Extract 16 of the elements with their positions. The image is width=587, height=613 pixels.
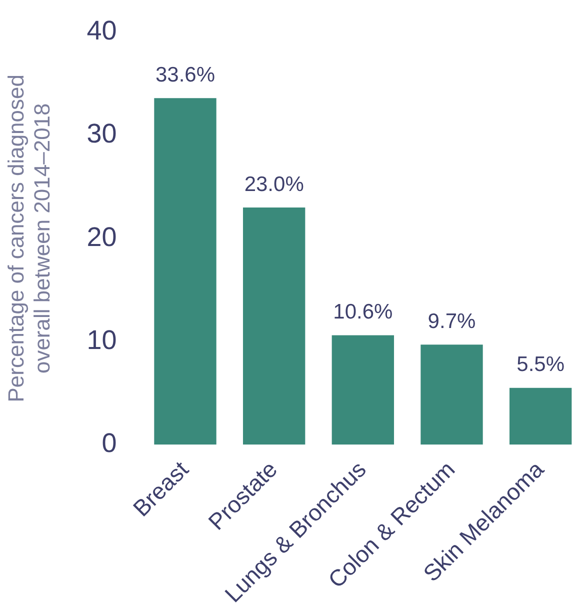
data-label: 23.0% <box>244 172 304 196</box>
data-label: 33.6% <box>155 63 216 86</box>
bar <box>509 388 572 445</box>
y-tick-label: 20 <box>86 222 117 252</box>
bar <box>154 98 216 445</box>
y-tick-label: 40 <box>86 16 117 46</box>
data-label: 10.6% <box>333 300 393 324</box>
data-label: 5.5% <box>516 353 565 376</box>
bar <box>242 207 306 445</box>
y-tick-label: 10 <box>86 324 117 355</box>
bar <box>420 344 483 445</box>
y-tick-label: 0 <box>102 428 117 458</box>
bar <box>332 335 394 445</box>
y-axis-title: Percentage of cancers diagnosed overall between 2014–2018 <box>3 74 55 402</box>
y-tick-label: 30 <box>86 118 117 149</box>
data-label: 9.7% <box>428 310 476 333</box>
